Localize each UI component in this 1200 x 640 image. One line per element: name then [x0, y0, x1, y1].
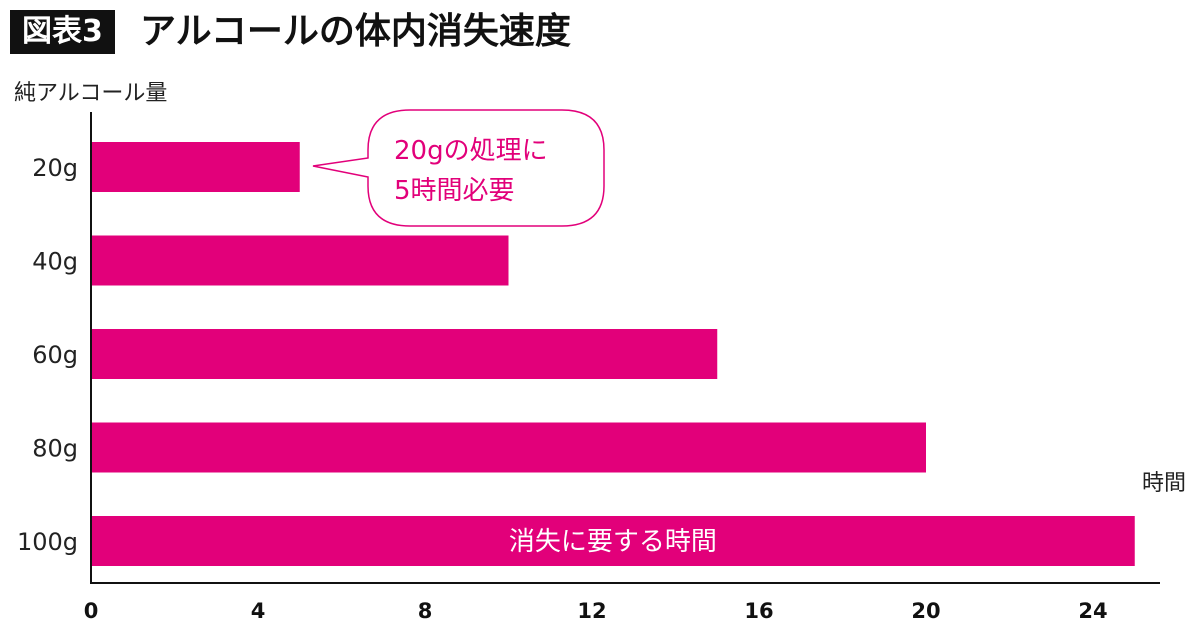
y-tick-label: 20g [32, 154, 78, 182]
y-tick-label: 80g [32, 435, 78, 463]
x-tick-label: 16 [744, 599, 773, 623]
x-tick-label: 12 [577, 599, 606, 623]
bar-100g [92, 516, 1135, 566]
x-tick-label: 8 [418, 599, 433, 623]
x-axis-title: 時間 [1142, 471, 1186, 496]
y-tick-label: 40g [32, 248, 78, 276]
labels-layer: 20g 40g 60g 80g 100g 消失に要する時間 0 4 8 12 16 20 24 [17, 154, 1108, 623]
y-tick-label: 60g [32, 341, 78, 369]
y-axis-title: 純アルコール量 [14, 81, 167, 106]
callout-line-1: 20gの処理に [394, 136, 548, 166]
y-tick-label: 100g [17, 528, 78, 556]
callout-bubble [312, 109, 605, 227]
chart-title: アルコールの体内消失速度 [140, 11, 571, 52]
callout-line-2: 5時間必要 [394, 176, 515, 206]
x-tick-label: 4 [251, 599, 266, 623]
x-tick-label: 20 [911, 599, 940, 623]
x-tick-label: 24 [1078, 599, 1107, 623]
bar-20g [92, 142, 300, 192]
callout: 20gの処理に 5時間必要 [312, 109, 605, 227]
bar-40g [92, 235, 509, 286]
bar-60g [92, 329, 718, 379]
bar-inner-label: 消失に要する時間 [509, 527, 717, 557]
bar-80g [92, 422, 926, 473]
figure-badge: 図表3 [10, 10, 115, 54]
bars-layer [92, 142, 1135, 566]
x-tick-label: 0 [84, 599, 99, 623]
